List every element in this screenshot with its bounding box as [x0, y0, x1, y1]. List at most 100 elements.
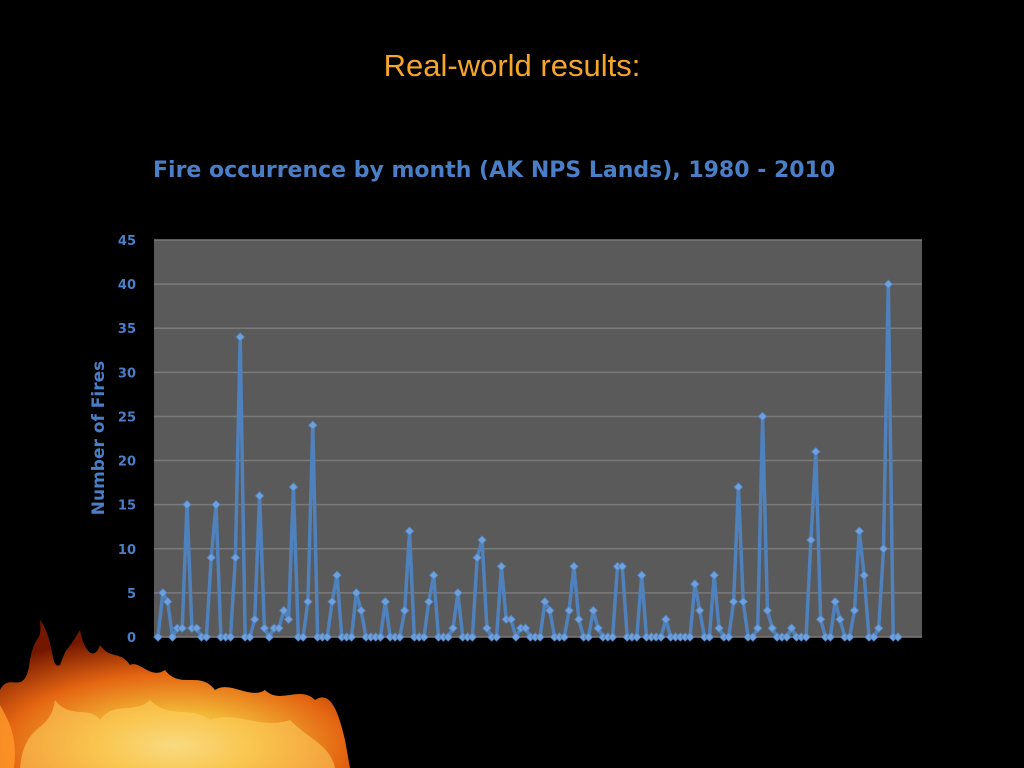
data-point [714, 623, 724, 633]
data-point [704, 632, 715, 642]
data-point [786, 623, 797, 633]
data-point [656, 632, 666, 642]
data-point [723, 632, 734, 642]
y-tick-label: 40 [118, 278, 136, 293]
data-point [844, 632, 855, 642]
data-point [564, 605, 574, 616]
data-point [254, 491, 265, 501]
data-point [443, 632, 453, 642]
chart-title: Fire occurrence by month (AK NPS Lands),… [153, 158, 836, 183]
data-point [230, 552, 241, 563]
y-axis-ticks: 0 5 10 15 20 25 30 35 40 45 [118, 234, 136, 646]
data-point [830, 596, 840, 607]
data-point [245, 632, 255, 642]
data-point [298, 632, 308, 642]
plot-area [154, 240, 922, 637]
data-point [308, 420, 318, 431]
data-point [694, 605, 705, 616]
y-tick-label: 30 [118, 366, 136, 381]
data-point [491, 632, 502, 642]
data-point [211, 499, 221, 510]
data-point [588, 605, 599, 616]
data-point [167, 632, 178, 642]
data-point [835, 614, 845, 625]
data-point [158, 588, 168, 598]
data-point [162, 596, 173, 607]
data-point [249, 614, 260, 625]
data-point [322, 632, 333, 642]
data-point [854, 526, 865, 536]
data-point [849, 605, 860, 616]
data-point [815, 614, 826, 625]
data-point [748, 632, 758, 642]
y-tick-label: 25 [118, 410, 136, 425]
data-point [191, 623, 202, 633]
data-point [278, 605, 289, 616]
data-point [540, 596, 550, 607]
data-point [661, 614, 671, 625]
data-point [496, 561, 507, 572]
data-point [752, 623, 763, 633]
data-point [428, 570, 439, 581]
data-point [757, 411, 768, 422]
data-point [574, 614, 584, 625]
data-point [356, 605, 366, 616]
data-point [728, 596, 739, 607]
y-tick-label: 35 [118, 322, 136, 337]
data-point [559, 632, 570, 642]
data-point [636, 570, 647, 581]
slide-title: Real-world results: [383, 48, 641, 83]
data-point [607, 632, 618, 642]
data-point [825, 632, 836, 642]
data-point [569, 561, 579, 572]
data-point [811, 446, 821, 457]
data-point [448, 623, 458, 633]
data-point [346, 632, 357, 642]
data-point [327, 596, 337, 607]
data-point [235, 332, 245, 342]
data-point [472, 552, 482, 563]
y-tick-label: 15 [118, 499, 136, 514]
data-point [332, 570, 342, 581]
y-axis-label: Number of Fires [89, 361, 109, 516]
data-point [762, 605, 773, 616]
data-point [709, 570, 719, 581]
data-point [201, 632, 212, 642]
data-point [380, 596, 391, 607]
data-point [182, 499, 192, 510]
data-point [206, 552, 216, 563]
data-point [583, 632, 594, 642]
data-point [264, 632, 275, 642]
data-point [685, 632, 695, 642]
series-line [156, 282, 898, 639]
data-point [738, 596, 748, 607]
data-point [893, 632, 903, 642]
data-point [869, 632, 879, 642]
data-point [395, 632, 405, 642]
data-point [511, 632, 521, 642]
data-point [767, 623, 778, 633]
data-point [419, 632, 429, 642]
data-point [593, 623, 603, 633]
data-point [303, 596, 313, 607]
data-point [535, 632, 545, 642]
data-point [632, 632, 642, 642]
y-tick-label: 10 [118, 543, 136, 558]
data-point [288, 482, 299, 492]
data-point [878, 544, 889, 554]
data-point [274, 623, 284, 633]
data-point [781, 632, 792, 642]
data-point [883, 279, 894, 289]
y-tick-label: 0 [127, 631, 136, 646]
data-point [859, 570, 869, 581]
data-point [873, 623, 884, 633]
data-point [259, 623, 270, 633]
data-point [482, 623, 492, 633]
data-point [375, 632, 386, 642]
gridlines [154, 239, 922, 638]
data-point [225, 632, 236, 642]
y-tick-label: 20 [118, 455, 136, 470]
data-point [177, 623, 187, 633]
